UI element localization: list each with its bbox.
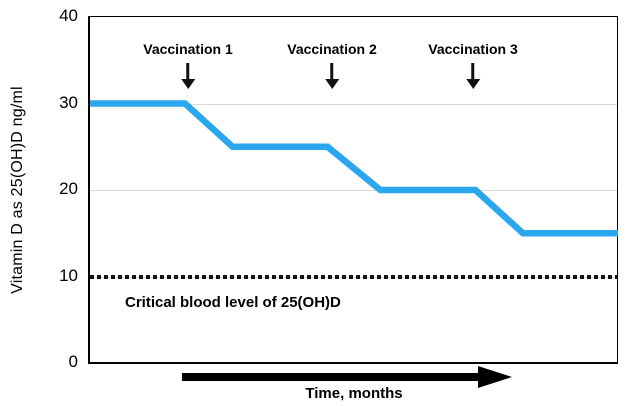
gridline bbox=[90, 104, 617, 105]
y-tick-label: 20 bbox=[59, 179, 78, 198]
down-arrow-icon bbox=[186, 63, 190, 79]
y-tick-label: 30 bbox=[59, 92, 78, 112]
vaccination-label: Vaccination 3 bbox=[428, 41, 518, 57]
vaccination-label: Vaccination 2 bbox=[287, 41, 377, 57]
x-axis-title: Time, months bbox=[305, 385, 403, 402]
down-arrow-icon bbox=[330, 63, 334, 79]
down-arrow-icon-head bbox=[180, 79, 195, 89]
vaccination-label: Vaccination 1 bbox=[143, 41, 233, 57]
down-arrow-icon-head bbox=[324, 79, 339, 89]
y-tick-label: 0 bbox=[68, 352, 78, 371]
critical-level-label: Critical blood level of 25(OH)D bbox=[125, 294, 341, 311]
y-tick-label: 10 bbox=[59, 265, 78, 285]
plot-area: Vaccination 1 Vaccination 2 Vaccination 3 … bbox=[88, 16, 618, 364]
y-tick-label: 40 bbox=[59, 6, 78, 25]
right-arrow-icon bbox=[478, 366, 512, 388]
vaccination-annotation: Vaccination 1 bbox=[143, 41, 233, 89]
time-axis-arrow-bar bbox=[182, 373, 478, 381]
down-arrow-icon-head bbox=[465, 79, 480, 89]
gridline bbox=[90, 190, 617, 191]
down-arrow-icon bbox=[471, 63, 475, 79]
vaccination-annotation: Vaccination 2 bbox=[287, 41, 377, 89]
critical-level-dotted-line bbox=[90, 275, 617, 279]
vaccination-annotation: Vaccination 3 bbox=[428, 41, 518, 89]
vitamin-d-line-series bbox=[90, 100, 618, 237]
